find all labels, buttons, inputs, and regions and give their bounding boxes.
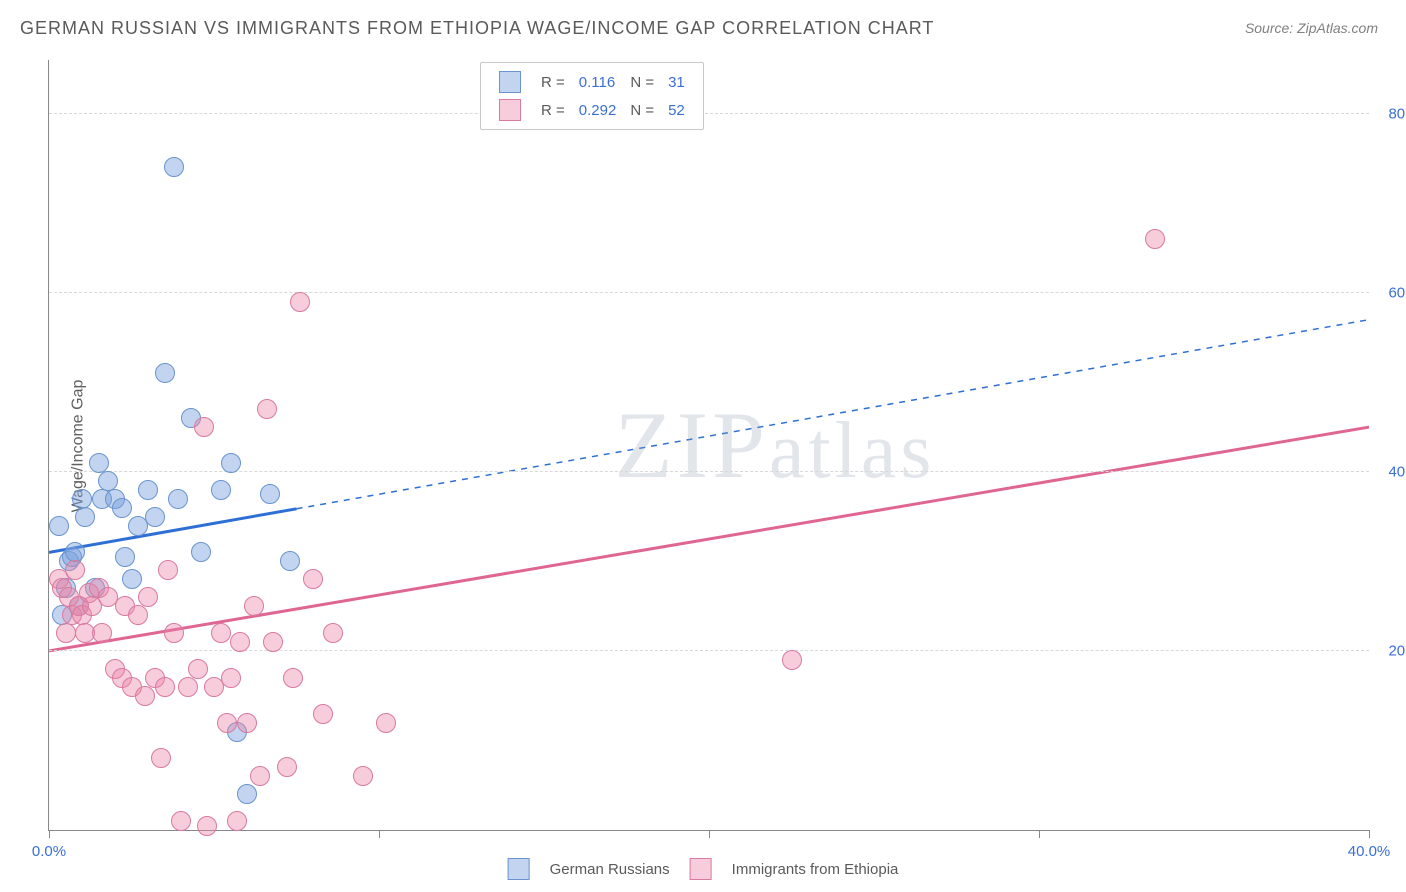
legend-series-label: Immigrants from Ethiopia <box>732 861 899 878</box>
legend-swatch <box>499 99 521 121</box>
scatter-point <box>221 668 241 688</box>
gridline-h <box>49 113 1369 114</box>
scatter-point <box>782 650 802 670</box>
scatter-point <box>230 632 250 652</box>
legend-row: R =0.116N =31 <box>493 69 691 95</box>
scatter-point <box>128 605 148 625</box>
trendline-dashed <box>297 320 1370 509</box>
x-tick <box>1369 830 1370 838</box>
x-tick <box>379 830 380 838</box>
scatter-point <box>155 677 175 697</box>
scatter-point <box>135 686 155 706</box>
x-tick <box>709 830 710 838</box>
gridline-h <box>49 471 1369 472</box>
scatter-point <box>211 480 231 500</box>
scatter-point <box>227 811 247 831</box>
x-tick-label: 0.0% <box>32 843 66 860</box>
scatter-point <box>353 766 373 786</box>
x-tick <box>1039 830 1040 838</box>
scatter-point <box>164 157 184 177</box>
scatter-point <box>217 713 237 733</box>
scatter-point <box>250 766 270 786</box>
scatter-point <box>138 480 158 500</box>
plot-area: ZIPatlas 20.0%40.0%60.0%80.0%0.0%40.0% <box>48 60 1369 831</box>
scatter-point <box>122 569 142 589</box>
scatter-point <box>92 623 112 643</box>
scatter-point <box>158 560 178 580</box>
scatter-point <box>155 363 175 383</box>
watermark-text: ZIPatlas <box>614 390 935 500</box>
legend-swatch <box>508 858 530 880</box>
scatter-point <box>75 507 95 527</box>
scatter-point <box>1145 229 1165 249</box>
legend-n-label: N = <box>624 97 660 123</box>
scatter-point <box>89 453 109 473</box>
scatter-point <box>72 489 92 509</box>
legend-r-label: R = <box>535 69 571 95</box>
scatter-point <box>138 587 158 607</box>
legend-r-value: 0.116 <box>573 69 623 95</box>
scatter-point <box>280 551 300 571</box>
scatter-point <box>178 677 198 697</box>
scatter-point <box>145 507 165 527</box>
scatter-point <box>237 713 257 733</box>
scatter-point <box>277 757 297 777</box>
scatter-point <box>112 498 132 518</box>
source-attribution: Source: ZipAtlas.com <box>1245 20 1378 36</box>
scatter-point <box>244 596 264 616</box>
legend-r-value: 0.292 <box>573 97 623 123</box>
scatter-point <box>194 417 214 437</box>
scatter-point <box>115 547 135 567</box>
y-tick-label: 80.0% <box>1388 105 1406 122</box>
scatter-point <box>323 623 343 643</box>
scatter-point <box>164 623 184 643</box>
legend-n-label: N = <box>624 69 660 95</box>
scatter-point <box>56 623 76 643</box>
x-tick <box>49 830 50 838</box>
legend-swatch <box>690 858 712 880</box>
legend-swatch <box>499 71 521 93</box>
gridline-h <box>49 650 1369 651</box>
scatter-point <box>376 713 396 733</box>
scatter-point <box>237 784 257 804</box>
trendline-solid <box>49 427 1369 651</box>
series-legend: German Russians Immigrants from Ethiopia <box>498 858 909 880</box>
scatter-point <box>188 659 208 679</box>
correlation-legend: R =0.116N =31R =0.292N =52 <box>480 62 704 130</box>
scatter-point <box>65 560 85 580</box>
legend-n-value: 31 <box>662 69 691 95</box>
scatter-point <box>191 542 211 562</box>
x-tick-label: 40.0% <box>1348 843 1391 860</box>
legend-row: R =0.292N =52 <box>493 97 691 123</box>
y-tick-label: 60.0% <box>1388 284 1406 301</box>
scatter-point <box>313 704 333 724</box>
scatter-point <box>263 632 283 652</box>
y-tick-label: 40.0% <box>1388 463 1406 480</box>
legend-series-label: German Russians <box>550 861 670 878</box>
scatter-point <box>197 816 217 836</box>
chart-title: GERMAN RUSSIAN VS IMMIGRANTS FROM ETHIOP… <box>20 18 934 39</box>
legend-n-value: 52 <box>662 97 691 123</box>
gridline-h <box>49 292 1369 293</box>
scatter-point <box>221 453 241 473</box>
scatter-point <box>260 484 280 504</box>
scatter-point <box>303 569 323 589</box>
scatter-point <box>211 623 231 643</box>
scatter-point <box>171 811 191 831</box>
scatter-point <box>151 748 171 768</box>
scatter-point <box>290 292 310 312</box>
scatter-point <box>49 516 69 536</box>
scatter-point <box>283 668 303 688</box>
scatter-point <box>257 399 277 419</box>
y-tick-label: 20.0% <box>1388 642 1406 659</box>
scatter-point <box>168 489 188 509</box>
legend-r-label: R = <box>535 97 571 123</box>
